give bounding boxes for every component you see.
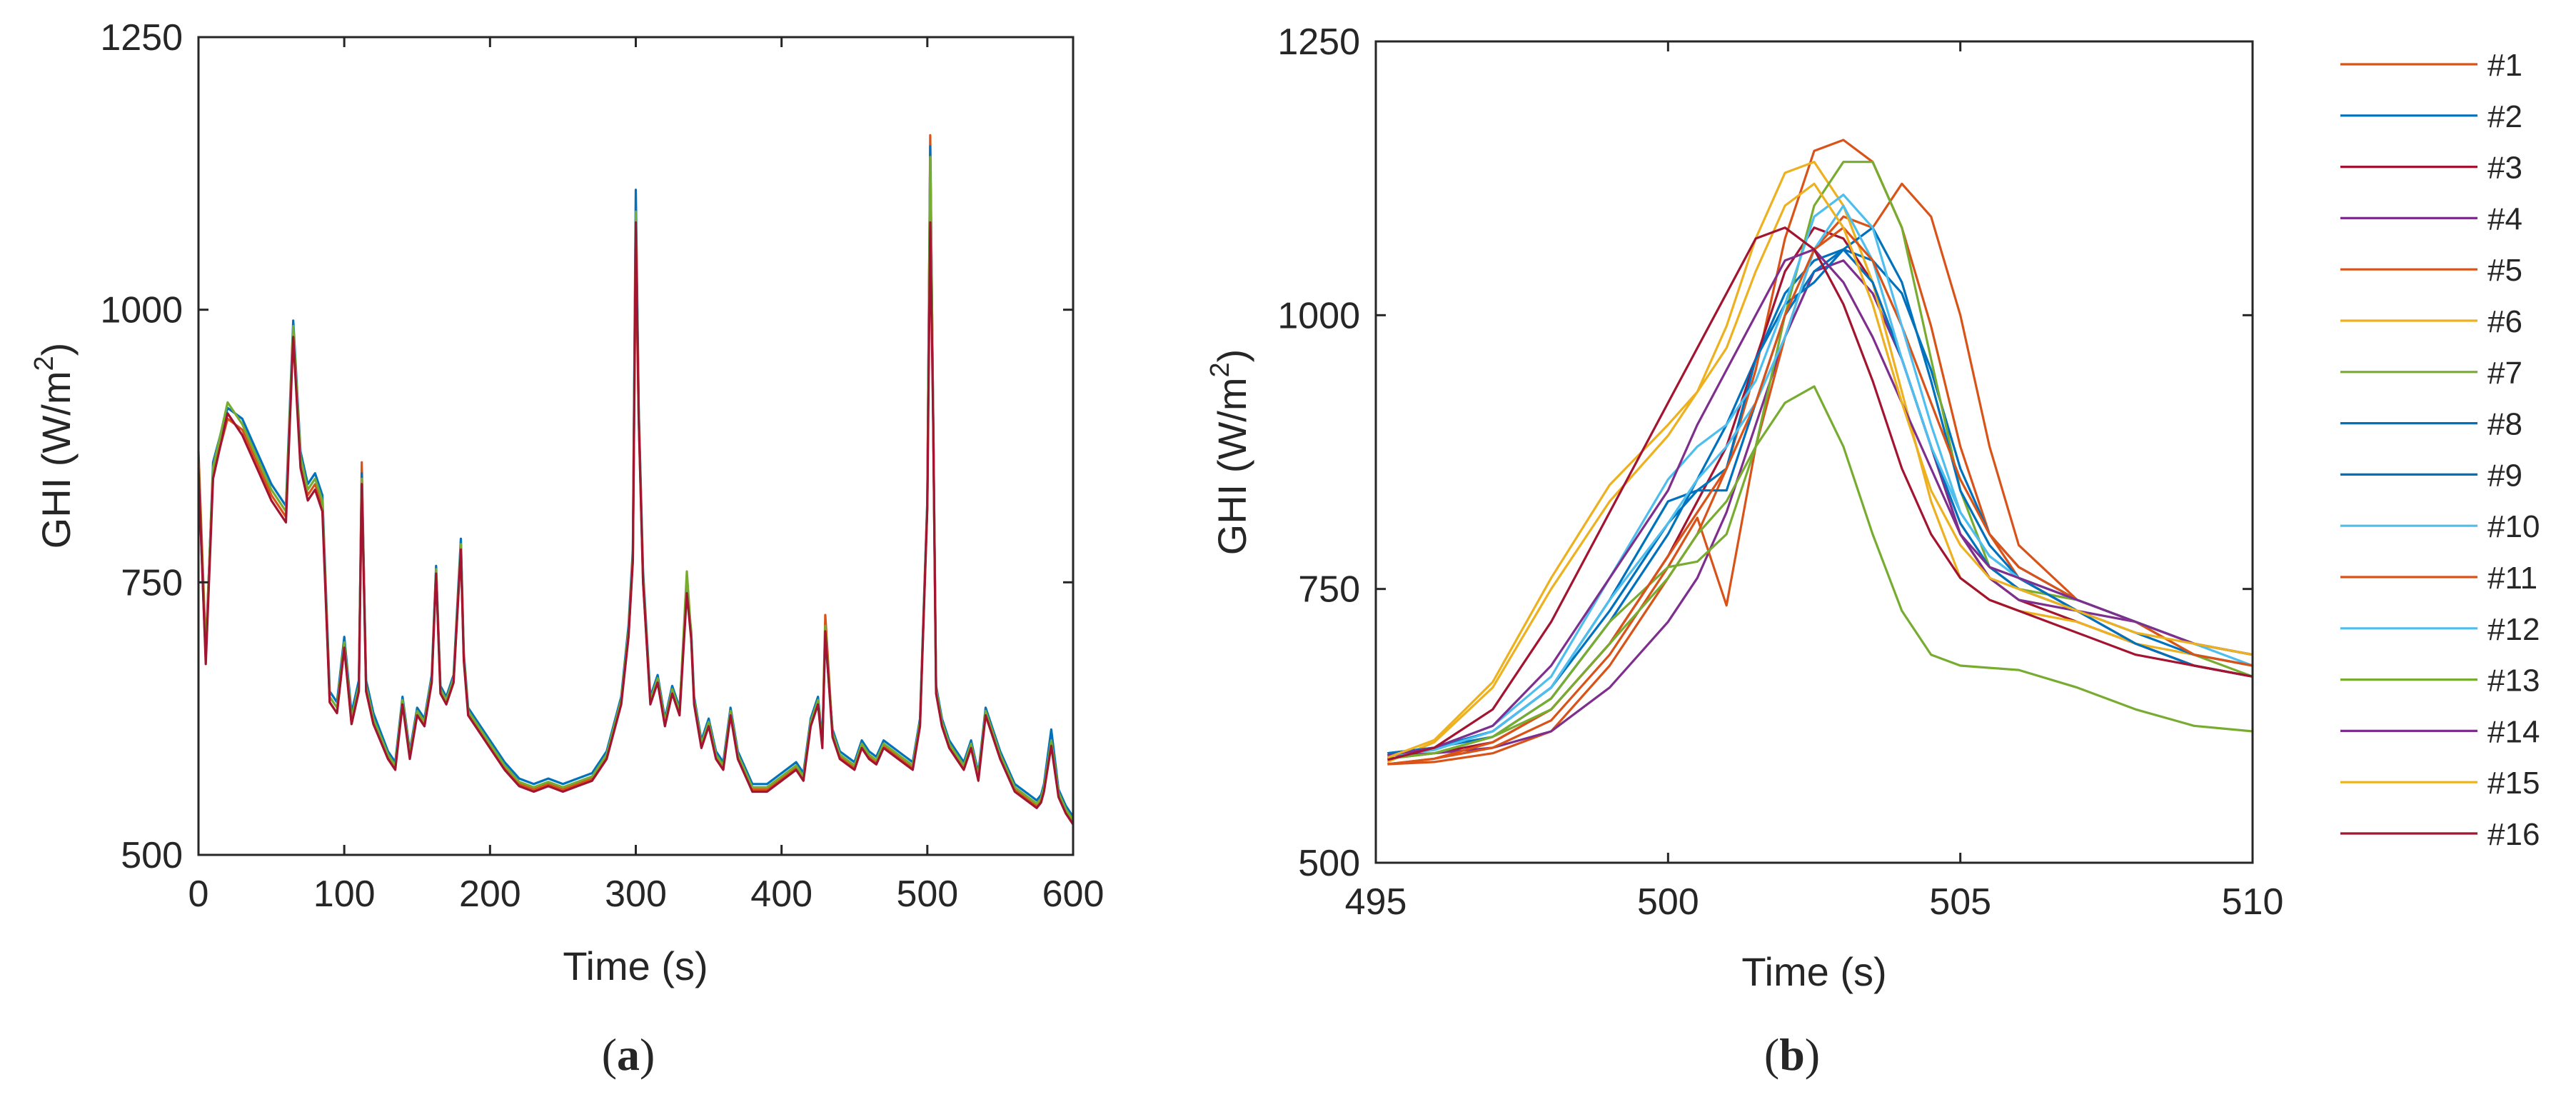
- legend-label: #10: [2487, 509, 2540, 544]
- legend-item: #12: [2340, 612, 2540, 647]
- legend-label: #4: [2487, 201, 2522, 236]
- panel-b-series-line-n14: [1387, 248, 2253, 757]
- legend-label: #14: [2487, 714, 2540, 749]
- panel-a-y-tick-label: 500: [121, 835, 183, 876]
- panel-b-y-tick-label: 500: [1298, 843, 1360, 884]
- panel-b-label-close: ): [1805, 1029, 1820, 1080]
- legend-item: #6: [2340, 304, 2522, 339]
- panel-a-label-close: ): [640, 1029, 655, 1080]
- panel-b-series-line-n3: [1387, 226, 2253, 760]
- legend: #1 #2 #3 #4 #5 #6 #7 #8 #9 #10 #11 #12 #13 #14 #15 #16: [2340, 48, 2540, 852]
- legend-item: #3: [2340, 151, 2522, 186]
- legend-item: #14: [2340, 714, 2540, 749]
- legend-label: #2: [2487, 99, 2522, 134]
- panel-a: 0 100 200 300 400 500 600 500 750 1000 1250 Time (…: [29, 17, 1104, 1080]
- panel-a-label-letter: a: [617, 1029, 640, 1080]
- panel-b-label-open: (: [1764, 1029, 1779, 1080]
- panel-b-label: (b): [1764, 1029, 1820, 1080]
- panel-a-x-tick-label: 400: [750, 873, 812, 915]
- legend-label: #7: [2487, 356, 2522, 391]
- panel-a-x-tick-label: 100: [313, 873, 376, 915]
- legend-label: #6: [2487, 304, 2522, 339]
- panel-b-label-letter: b: [1779, 1029, 1805, 1080]
- legend-label: #5: [2487, 253, 2522, 288]
- panel-b-series-line-n16: [1387, 226, 2253, 761]
- panel-a-y-axis-title: GHI (W/m2): [29, 343, 79, 549]
- panel-b-y-tick-label: 750: [1298, 569, 1360, 611]
- panel-a-x-tick-label: 500: [896, 873, 958, 915]
- panel-a-x-axis-title: Time (s): [563, 943, 708, 988]
- legend-label: #11: [2487, 561, 2537, 596]
- panel-a-y-tick-label: 1250: [100, 17, 183, 59]
- legend-item: #8: [2340, 407, 2522, 442]
- panel-a-x-tick-label: 300: [605, 873, 667, 915]
- panel-a-x-tick-label: 0: [188, 873, 209, 915]
- legend-label: #9: [2487, 458, 2522, 493]
- panel-a-label-open: (: [602, 1029, 617, 1080]
- panel-a-series-group: [197, 134, 1075, 826]
- legend-label: #12: [2487, 612, 2540, 647]
- panel-a-y-axis-title-sup: 2: [29, 356, 59, 371]
- panel-b-series-group: [1387, 139, 2253, 766]
- panel-a-x-tick-label: 600: [1042, 873, 1105, 915]
- panel-b-x-tick-label: 510: [2222, 881, 2284, 923]
- panel-b-x-tick-label: 500: [1637, 881, 1699, 923]
- panel-b-series-line-n7: [1387, 161, 2253, 760]
- panel-a-y-tick-label: 1000: [100, 290, 183, 331]
- panel-b-y-tick-label: 1000: [1277, 295, 1360, 336]
- panel-b-axes-box: [1374, 40, 2254, 864]
- panel-b-series-line-n13: [1387, 385, 2253, 760]
- panel-b-series-line-n4: [1387, 259, 2253, 757]
- panel-b-series-line-n11: [1387, 226, 2253, 766]
- panel-a-y-axis-title-main: GHI (W/m: [34, 371, 79, 549]
- legend-item: #5: [2340, 253, 2522, 288]
- legend-label: #13: [2487, 663, 2540, 698]
- panel-b-series-line-n15: [1387, 182, 2253, 759]
- panel-b-series-line-n5: [1387, 182, 2253, 766]
- panel-b-y-axis-title: GHI (W/m2): [1205, 349, 1254, 556]
- legend-label: #3: [2487, 151, 2522, 186]
- legend-item: #1: [2340, 48, 2522, 83]
- panel-b-x-axis-title: Time (s): [1741, 949, 1886, 994]
- legend-label: #16: [2487, 817, 2540, 852]
- panel-b-x-tick-label: 495: [1345, 881, 1407, 923]
- panel-a-y-tick-label: 750: [121, 562, 183, 603]
- legend-label: #15: [2487, 766, 2540, 801]
- legend-item: #7: [2340, 356, 2522, 391]
- panel-a-label: (a): [602, 1029, 655, 1080]
- legend-item: #10: [2340, 509, 2540, 544]
- legend-item: #13: [2340, 663, 2540, 698]
- panel-b-y-tick-label: 1250: [1277, 21, 1360, 63]
- legend-item: #2: [2340, 99, 2522, 134]
- panel-b-y-axis-title-main: GHI (W/m: [1209, 377, 1254, 555]
- panel-b-series-line-n9: [1387, 248, 2253, 755]
- legend-label: #1: [2487, 48, 2522, 83]
- panel-a-series-line-n16: [197, 221, 1075, 826]
- panel-a-ticks: 0 100 200 300 400 500 600 500 750 1000 1250: [100, 17, 1104, 915]
- legend-item: #15: [2340, 766, 2540, 801]
- panel-b-x-tick-label: 505: [1929, 881, 1991, 923]
- panel-b-y-axis-title-sup: 2: [1205, 362, 1235, 377]
- legend-label: #8: [2487, 407, 2522, 442]
- legend-item: #16: [2340, 817, 2540, 852]
- legend-item: #4: [2340, 201, 2522, 236]
- legend-item: #11: [2340, 561, 2537, 596]
- panel-a-x-tick-label: 200: [459, 873, 521, 915]
- panel-a-axes-box: [197, 36, 1075, 856]
- panel-b-y-axis-title-close: ): [1209, 349, 1254, 363]
- panel-b-series-line-n2: [1387, 248, 2253, 755]
- legend-item: #9: [2340, 458, 2522, 493]
- panel-a-y-axis-title-close: ): [34, 343, 79, 356]
